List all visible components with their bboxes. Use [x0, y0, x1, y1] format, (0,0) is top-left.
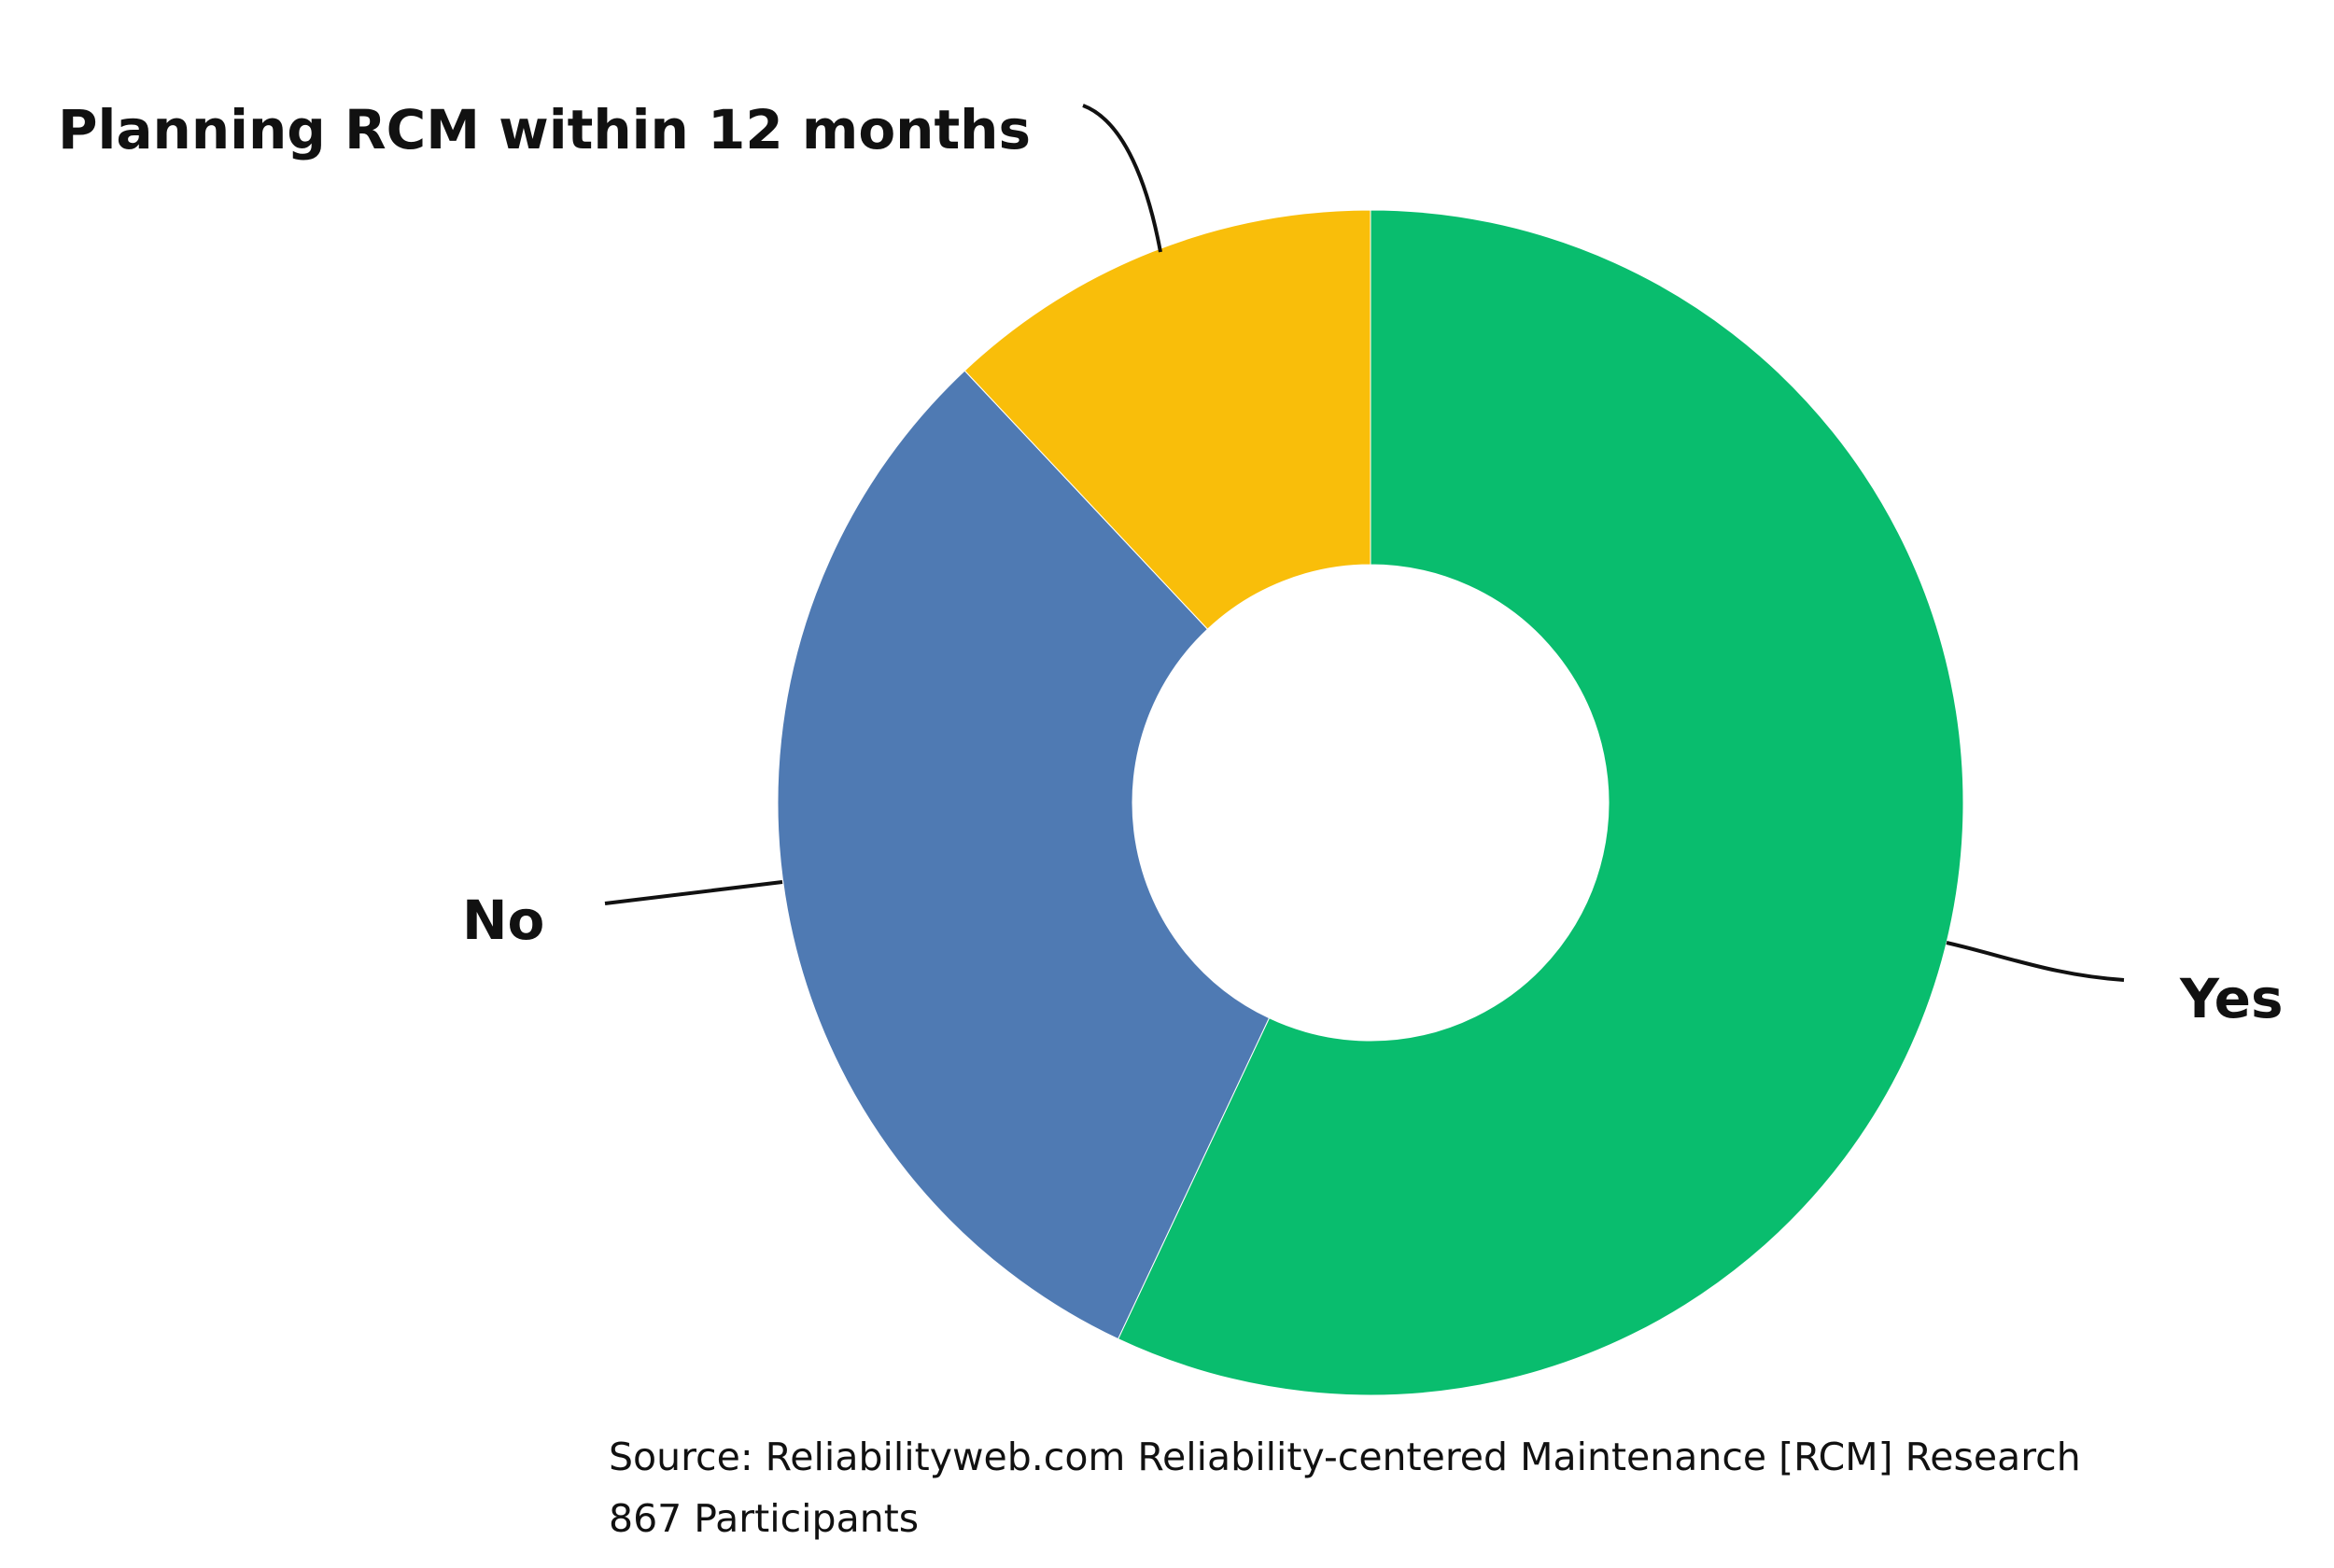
- slice-no: [777, 370, 1271, 1340]
- label-no: No: [462, 889, 544, 952]
- slice-planning: [963, 209, 1371, 630]
- source-line-2: 867 Participants: [609, 1496, 919, 1541]
- leader-line-no: [604, 880, 783, 905]
- label-yes: Yes: [2179, 967, 2284, 1030]
- leader-line-yes: [1946, 941, 2125, 982]
- leader-line-planning: [1082, 104, 1162, 253]
- source-line-1: Source: Reliabilityweb.com Reliability-c…: [609, 1435, 2081, 1479]
- donut-slices: [777, 209, 1964, 1396]
- slice-yes: [1117, 209, 1964, 1396]
- label-planning: Planning RCM within 12 months: [58, 98, 1031, 161]
